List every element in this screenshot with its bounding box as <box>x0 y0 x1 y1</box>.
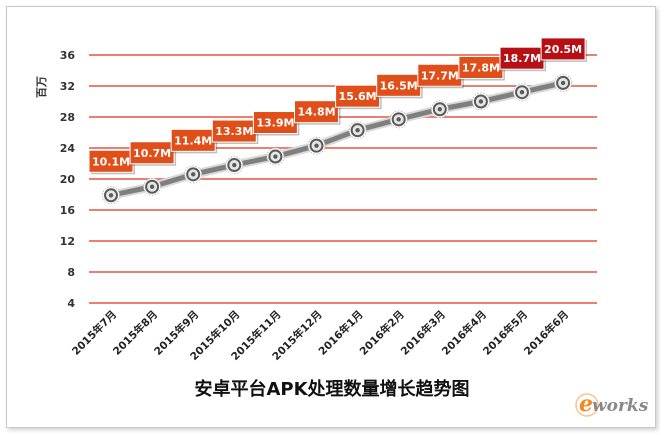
data-label-text: 20.5M <box>544 43 582 56</box>
series-layer <box>102 73 573 205</box>
y-tick-label: 24 <box>60 142 76 155</box>
data-point <box>102 186 120 205</box>
data-point-dot <box>478 99 484 104</box>
data-point-dot <box>191 172 196 177</box>
data-point <box>307 136 326 155</box>
data-label-box <box>294 100 339 124</box>
y-tick-label: 32 <box>60 80 75 93</box>
data-point-dot <box>273 154 278 159</box>
data-label: 17.7M <box>417 63 464 89</box>
svg-text:works: works <box>592 396 649 416</box>
data-label-text: 14.8M <box>297 106 335 119</box>
data-label: 11.4M <box>170 128 218 154</box>
y-axis-ticks: 4 8 12 16 20 24 28 32 36 <box>60 49 76 310</box>
data-point-dot <box>108 193 114 198</box>
data-label-text: 17.7M <box>421 69 459 82</box>
data-point-dot <box>519 90 525 95</box>
data-point <box>225 156 244 175</box>
data-label-text: 13.9M <box>256 117 294 130</box>
svg-text:e: e <box>579 391 593 417</box>
x-tick-label: 2016年6月 <box>521 308 571 358</box>
data-point <box>184 165 203 184</box>
data-label-text: 15.6M <box>339 90 377 103</box>
data-label-text: 16.5M <box>380 79 418 92</box>
data-point <box>348 121 367 140</box>
data-label-box <box>540 37 586 61</box>
y-tick-label: 36 <box>60 49 76 62</box>
data-point-dot <box>560 80 566 86</box>
data-label: 16.5M <box>376 73 423 99</box>
chart-frame: 4 8 12 16 20 24 28 32 36 百万 10.1M 10.7M 11.4M 13.3M… <box>6 6 656 428</box>
data-point-dot <box>437 107 442 112</box>
data-point <box>266 147 285 166</box>
data-label-box <box>129 141 175 165</box>
data-label-text: 10.7M <box>133 147 171 160</box>
data-point <box>389 110 408 129</box>
data-label: 18.7M <box>499 46 546 72</box>
data-label-text: 17.8M <box>462 62 500 75</box>
x-axis-ticks: 2015年7月2015年8月2015年9月2015年10月2015年11月201… <box>69 308 571 363</box>
data-point-dot <box>314 143 319 148</box>
data-label: 17.8M <box>458 56 505 81</box>
watermark-logo: e works <box>575 391 649 417</box>
data-label: 10.7M <box>129 141 177 166</box>
data-label-text: 18.7M <box>503 52 541 65</box>
data-label: 14.8M <box>294 100 341 125</box>
data-point <box>430 100 449 119</box>
data-label-text: 11.4M <box>174 134 212 147</box>
data-label-text: 13.3M <box>215 125 253 138</box>
data-point <box>554 73 573 92</box>
data-point-dot <box>396 117 401 122</box>
data-point-dot <box>355 127 360 133</box>
data-point-dot <box>232 162 237 168</box>
data-label: 13.9M <box>252 111 300 136</box>
data-label: 13.3M <box>211 119 259 145</box>
data-point <box>513 83 531 102</box>
data-label: 15.6M <box>335 84 382 110</box>
data-point <box>143 177 162 196</box>
chart-title: 安卓平台APK处理数量增长趋势图 <box>194 378 469 400</box>
line-chart: 4 8 12 16 20 24 28 32 36 百万 10.1M10.7M11.4M13.3M… <box>35 37 649 417</box>
data-label-text: 10.1M <box>92 155 130 168</box>
y-tick-label: 4 <box>67 297 75 310</box>
data-point <box>471 92 490 111</box>
y-axis-label: 百万 <box>35 76 48 98</box>
y-tick-label: 8 <box>67 266 75 279</box>
data-label: 20.5M <box>540 37 588 62</box>
y-tick-label: 12 <box>60 235 75 248</box>
y-tick-label: 28 <box>60 111 75 124</box>
y-tick-label: 16 <box>60 204 76 217</box>
data-point-dot <box>149 184 155 189</box>
y-tick-label: 20 <box>60 173 76 186</box>
data-label: 10.1M <box>88 149 135 175</box>
